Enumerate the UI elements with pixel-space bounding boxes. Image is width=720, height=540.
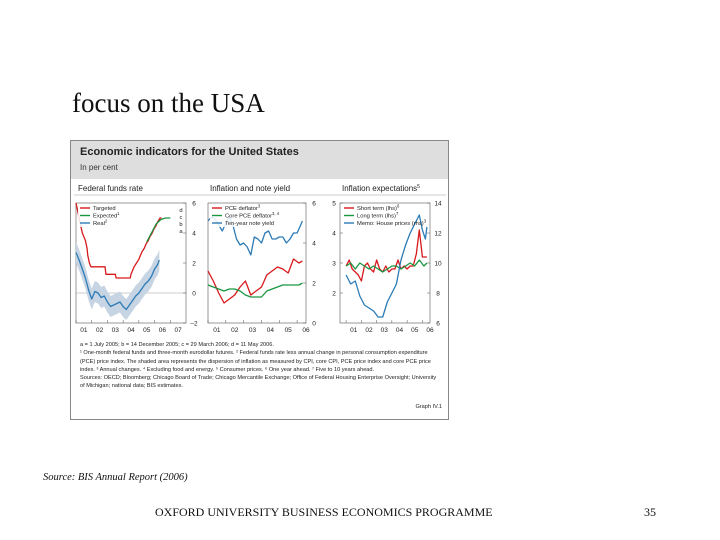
inflation-expectations-ytick-label: 4 xyxy=(332,231,336,238)
inflation-expectations-xtick-label: 01 xyxy=(350,327,358,334)
federal-funds-rate-ytick-label: 0 xyxy=(192,291,196,298)
inflation-and-note-yield-xtick-label: 03 xyxy=(249,327,257,334)
source-citation: Source: BIS Annual Report (2006) xyxy=(43,472,188,483)
inflation-and-note-yield-xtick-label: 01 xyxy=(213,327,221,334)
graph-id: Graph IV.1 xyxy=(415,404,442,410)
inflation-expectations-legend-bg xyxy=(342,204,410,212)
federal-funds-rate-xtick-label: 03 xyxy=(112,327,120,334)
federal-funds-rate-ytick-label: –2 xyxy=(190,321,198,328)
inflation-and-note-yield-ytick-label: 0 xyxy=(312,321,316,328)
inflation-expectations-legend-bg xyxy=(342,219,410,227)
inflation-expectations-xtick-label: 06 xyxy=(426,327,434,334)
chart-figure: Economic indicators for the United State… xyxy=(70,140,449,420)
inflation-expectations-legend-superscript: 7 xyxy=(396,211,399,216)
federal-funds-rate-legend-bg xyxy=(78,212,146,220)
inflation-and-note-yield-ytick-label: 4 xyxy=(312,241,316,248)
federal-funds-rate-ytick-label: 2 xyxy=(192,261,196,268)
federal-funds-rate-xtick-label: 06 xyxy=(159,327,167,334)
federal-funds-rate-xtick-label: 04 xyxy=(127,327,135,334)
inflation-expectations-series-long-term-lhs xyxy=(345,259,428,273)
federal-funds-rate-series-expected xyxy=(146,217,171,243)
inflation-expectations-legend-bg xyxy=(342,212,410,220)
federal-funds-rate-xtick-label: 01 xyxy=(80,327,88,334)
figure-note-dates: a = 1 July 2005; b = 14 December 2005; c… xyxy=(80,342,274,348)
inflation-expectations-ytick-right-label: 10 xyxy=(434,261,442,268)
federal-funds-rate-legend-label: Real2 xyxy=(93,219,108,228)
inflation-and-note-yield-legend-bg xyxy=(210,204,278,212)
inflation-expectations-ytick-right-label: 14 xyxy=(434,201,442,208)
federal-funds-rate-ytick-label: 6 xyxy=(192,201,196,208)
federal-funds-rate-xtick-label: 07 xyxy=(175,327,183,334)
inflation-and-note-yield-legend-superscript: 3 xyxy=(258,204,261,209)
inflation-and-note-yield-legend-bg xyxy=(210,219,278,227)
inflation-and-note-yield-ytick-label: 2 xyxy=(312,281,316,288)
inflation-expectations-legend-label: Short term (lhs)6 xyxy=(357,204,400,213)
federal-funds-rate-legend-bg xyxy=(78,219,146,227)
inflation-expectations-legend-label: Long term (lhs)7 xyxy=(357,211,399,220)
panel-inflation-expectations: Inflation expectations5 2 3 4 5 6 8 10 12 14 01 02 0… xyxy=(324,184,446,334)
federal-funds-rate-legend-label: Targeted xyxy=(93,206,116,212)
figure-title: Economic indicators for the United State… xyxy=(80,146,299,158)
inflation-expectations-ytick-right-label: 6 xyxy=(436,321,440,328)
federal-funds-rate-xtick-label: 02 xyxy=(96,327,104,334)
inflation-and-note-yield-ytick-label: 6 xyxy=(312,201,316,208)
inflation-expectations-ytick-label: 3 xyxy=(332,261,336,268)
inflation-and-note-yield-series-pce-deflator xyxy=(207,258,303,304)
page-number: 35 xyxy=(644,505,656,519)
inflation-expectations-title-superscript: 5 xyxy=(417,184,420,190)
inflation-expectations-xtick-label: 04 xyxy=(396,327,404,334)
federal-funds-rate-legend-label: Expected1 xyxy=(93,211,120,220)
inflation-expectations-xtick-label: 03 xyxy=(381,327,389,334)
inflation-expectations-ytick-right-label: 12 xyxy=(434,231,442,238)
federal-funds-rate-legend-bg xyxy=(78,204,146,212)
federal-funds-rate-xtick-label: 05 xyxy=(143,327,151,334)
inflation-and-note-yield-legend-label: Ten-year note yield xyxy=(225,221,274,227)
inflation-and-note-yield-title: Inflation and note yield xyxy=(210,184,290,193)
inflation-expectations-ytick-label: 2 xyxy=(332,291,336,298)
inflation-expectations-ytick-right-label: 8 xyxy=(436,291,440,298)
federal-funds-rate-annotation-a: a xyxy=(179,229,183,235)
inflation-expectations-title: Inflation expectations5 xyxy=(342,184,420,193)
federal-funds-rate-legend-superscript: 2 xyxy=(105,219,108,224)
figure-subtitle: In per cent xyxy=(80,163,118,172)
inflation-expectations-xtick-label: 05 xyxy=(411,327,419,334)
inflation-expectations-ytick-label: 5 xyxy=(332,201,336,208)
inflation-expectations-legend-superscript: 6 xyxy=(397,204,400,209)
figure-note-sources: Sources: OECD; Bloomberg; Chicago Board … xyxy=(80,375,437,390)
figure-notes: a = 1 July 2005; b = 14 December 2005; c… xyxy=(80,341,442,391)
inflation-and-note-yield-legend-label: PCE deflator3 xyxy=(225,204,261,213)
figure-header: Economic indicators for the United State… xyxy=(71,141,448,179)
federal-funds-rate-ytick-label: 4 xyxy=(192,231,196,238)
inflation-expectations-xtick-label: 02 xyxy=(365,327,373,334)
inflation-and-note-yield-legend-superscript: 3, 4 xyxy=(272,211,280,216)
footer-text: OXFORD UNIVERSITY BUSINESS ECONOMICS PRO… xyxy=(155,505,493,519)
inflation-and-note-yield-xtick-label: 06 xyxy=(302,327,310,334)
inflation-expectations-series-memo-house-prices-rhs xyxy=(345,214,428,318)
figure-note-footnotes: ¹ One-month federal funds and three-mont… xyxy=(80,350,431,373)
federal-funds-rate-dispersion-band xyxy=(76,242,160,320)
inflation-expectations-legend-superscript: 3 xyxy=(424,219,427,224)
inflation-and-note-yield-xtick-label: 02 xyxy=(231,327,239,334)
federal-funds-rate-legend-superscript: 1 xyxy=(117,211,120,216)
slide-title: focus on the USA xyxy=(72,88,265,118)
federal-funds-rate-annotation-b: b xyxy=(179,222,182,228)
federal-funds-rate-annotation-d: d xyxy=(179,208,182,214)
inflation-expectations-legend-label: Memo: House prices (rhs)3 xyxy=(357,219,427,228)
inflation-and-note-yield-xtick-label: 05 xyxy=(285,327,293,334)
federal-funds-rate-title: Federal funds rate xyxy=(78,184,143,193)
inflation-and-note-yield-xtick-label: 04 xyxy=(267,327,275,334)
federal-funds-rate-series-real xyxy=(75,252,160,311)
inflation-and-note-yield-series-core-pce-deflator xyxy=(207,282,303,298)
inflation-and-note-yield-legend-label: Core PCE deflator3, 4 xyxy=(225,211,280,220)
federal-funds-rate-annotation-c: c xyxy=(180,215,183,221)
inflation-and-note-yield-legend-bg xyxy=(210,212,278,220)
